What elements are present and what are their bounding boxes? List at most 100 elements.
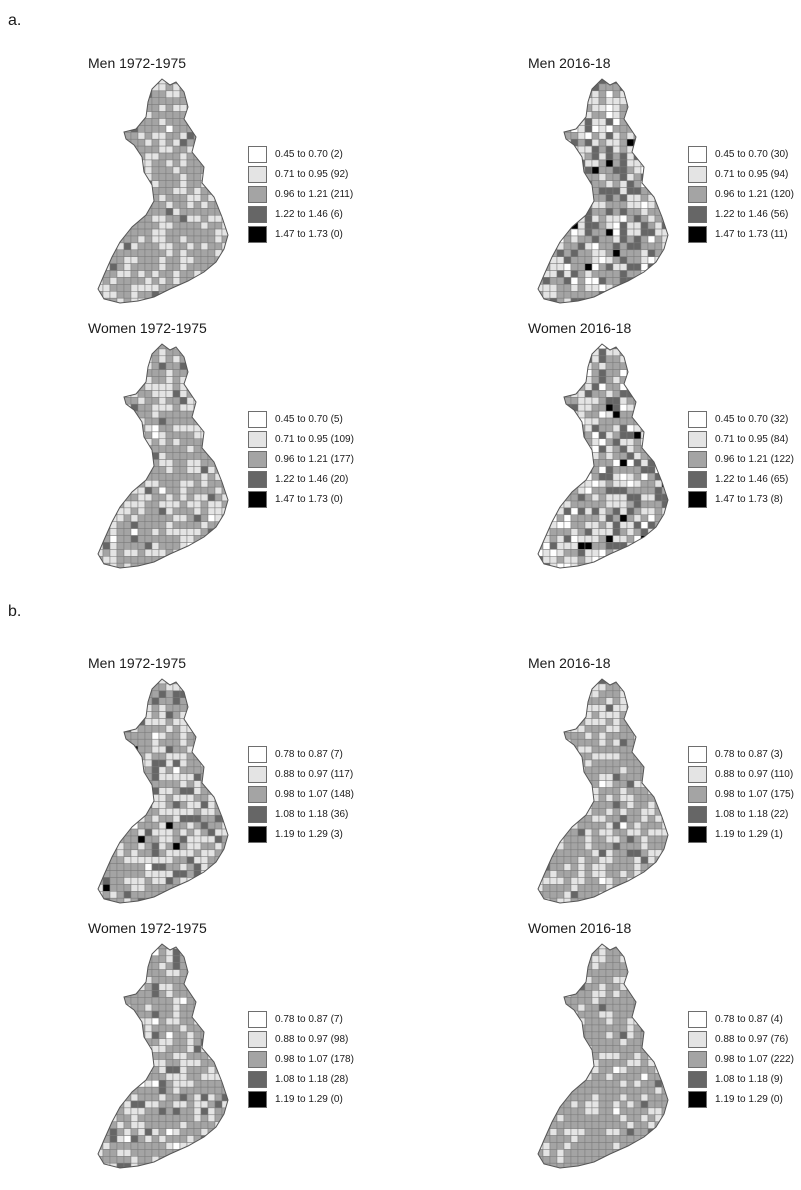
municipality-region <box>564 215 571 222</box>
municipality-region <box>229 1136 236 1143</box>
municipality-region <box>571 549 578 556</box>
municipality-region <box>201 473 208 480</box>
municipality-region <box>166 146 173 153</box>
municipality-region <box>152 277 159 284</box>
municipality-region <box>187 418 194 425</box>
municipality-region <box>229 815 236 822</box>
legend-swatch <box>248 491 267 508</box>
municipality-region <box>152 418 159 425</box>
municipality-region <box>152 1108 159 1115</box>
municipality-region <box>592 877 599 884</box>
municipality-region <box>138 236 145 243</box>
municipality-region <box>536 404 543 411</box>
municipality-region <box>578 201 585 208</box>
municipality-region <box>103 795 110 802</box>
municipality-region <box>201 732 208 739</box>
municipality-region <box>194 250 201 257</box>
municipality-region <box>124 342 131 349</box>
municipality-region <box>194 229 201 236</box>
municipality-region <box>194 1156 201 1163</box>
municipality-region <box>613 356 620 363</box>
municipality-region <box>103 808 110 815</box>
municipality-region <box>655 905 662 912</box>
municipality-region <box>110 864 117 871</box>
municipality-region <box>103 542 110 549</box>
municipality-region <box>138 1142 145 1149</box>
municipality-region <box>222 857 229 864</box>
municipality-region <box>131 501 138 508</box>
municipality-region <box>103 494 110 501</box>
municipality-region <box>564 788 571 795</box>
municipality-region <box>634 822 641 829</box>
municipality-region <box>229 146 236 153</box>
municipality-region <box>222 801 229 808</box>
municipality-region <box>215 425 222 432</box>
municipality-region <box>557 732 564 739</box>
municipality-region <box>117 112 124 119</box>
municipality-region <box>564 439 571 446</box>
municipality-region <box>550 494 557 501</box>
municipality-region <box>187 1018 194 1025</box>
municipality-region <box>641 891 648 898</box>
municipality-region <box>620 494 627 501</box>
municipality-region <box>578 698 585 705</box>
municipality-region <box>180 215 187 222</box>
municipality-region <box>550 542 557 549</box>
municipality-region <box>166 1039 173 1046</box>
municipality-region <box>117 864 124 871</box>
municipality-region <box>159 536 166 543</box>
municipality-region <box>550 284 557 291</box>
municipality-region <box>662 460 669 467</box>
municipality-region <box>159 453 166 460</box>
municipality-region <box>641 684 648 691</box>
municipality-region <box>194 963 201 970</box>
municipality-region <box>599 277 606 284</box>
municipality-region <box>571 236 578 243</box>
municipality-region <box>117 271 124 278</box>
municipality-region <box>208 522 215 529</box>
municipality-region <box>110 460 117 467</box>
municipality-region <box>138 1115 145 1122</box>
municipality-region <box>662 153 669 160</box>
municipality-region <box>599 815 606 822</box>
municipality-region <box>655 291 662 298</box>
municipality-region <box>166 397 173 404</box>
municipality-region <box>662 390 669 397</box>
municipality-region <box>103 370 110 377</box>
municipality-region <box>187 556 194 563</box>
municipality-region <box>662 181 669 188</box>
municipality-region <box>641 383 648 390</box>
municipality-region <box>166 698 173 705</box>
municipality-region <box>166 1163 173 1170</box>
municipality-region <box>557 91 564 98</box>
municipality-region <box>166 411 173 418</box>
municipality-region <box>543 432 550 439</box>
legend-swatch <box>688 766 707 783</box>
municipality-region <box>117 98 124 105</box>
municipality-region <box>585 767 592 774</box>
municipality-region <box>173 222 180 229</box>
municipality-region <box>655 188 662 195</box>
municipality-region <box>201 570 208 577</box>
municipality-region <box>117 563 124 570</box>
municipality-region <box>662 801 669 808</box>
municipality-region <box>557 815 564 822</box>
municipality-region <box>152 383 159 390</box>
municipality-region <box>159 1066 166 1073</box>
municipality-region <box>117 132 124 139</box>
municipality-region <box>634 174 641 181</box>
municipality-region <box>627 788 634 795</box>
legend-swatch <box>248 206 267 223</box>
municipality-region <box>641 746 648 753</box>
municipality-region <box>173 201 180 208</box>
municipality-region <box>222 439 229 446</box>
municipality-region <box>208 264 215 271</box>
municipality-region <box>187 473 194 480</box>
municipality-region <box>229 884 236 891</box>
municipality-region <box>655 529 662 536</box>
municipality-region <box>180 997 187 1004</box>
municipality-region <box>96 425 103 432</box>
municipality-region <box>201 418 208 425</box>
municipality-region <box>578 349 585 356</box>
municipality-region <box>564 271 571 278</box>
